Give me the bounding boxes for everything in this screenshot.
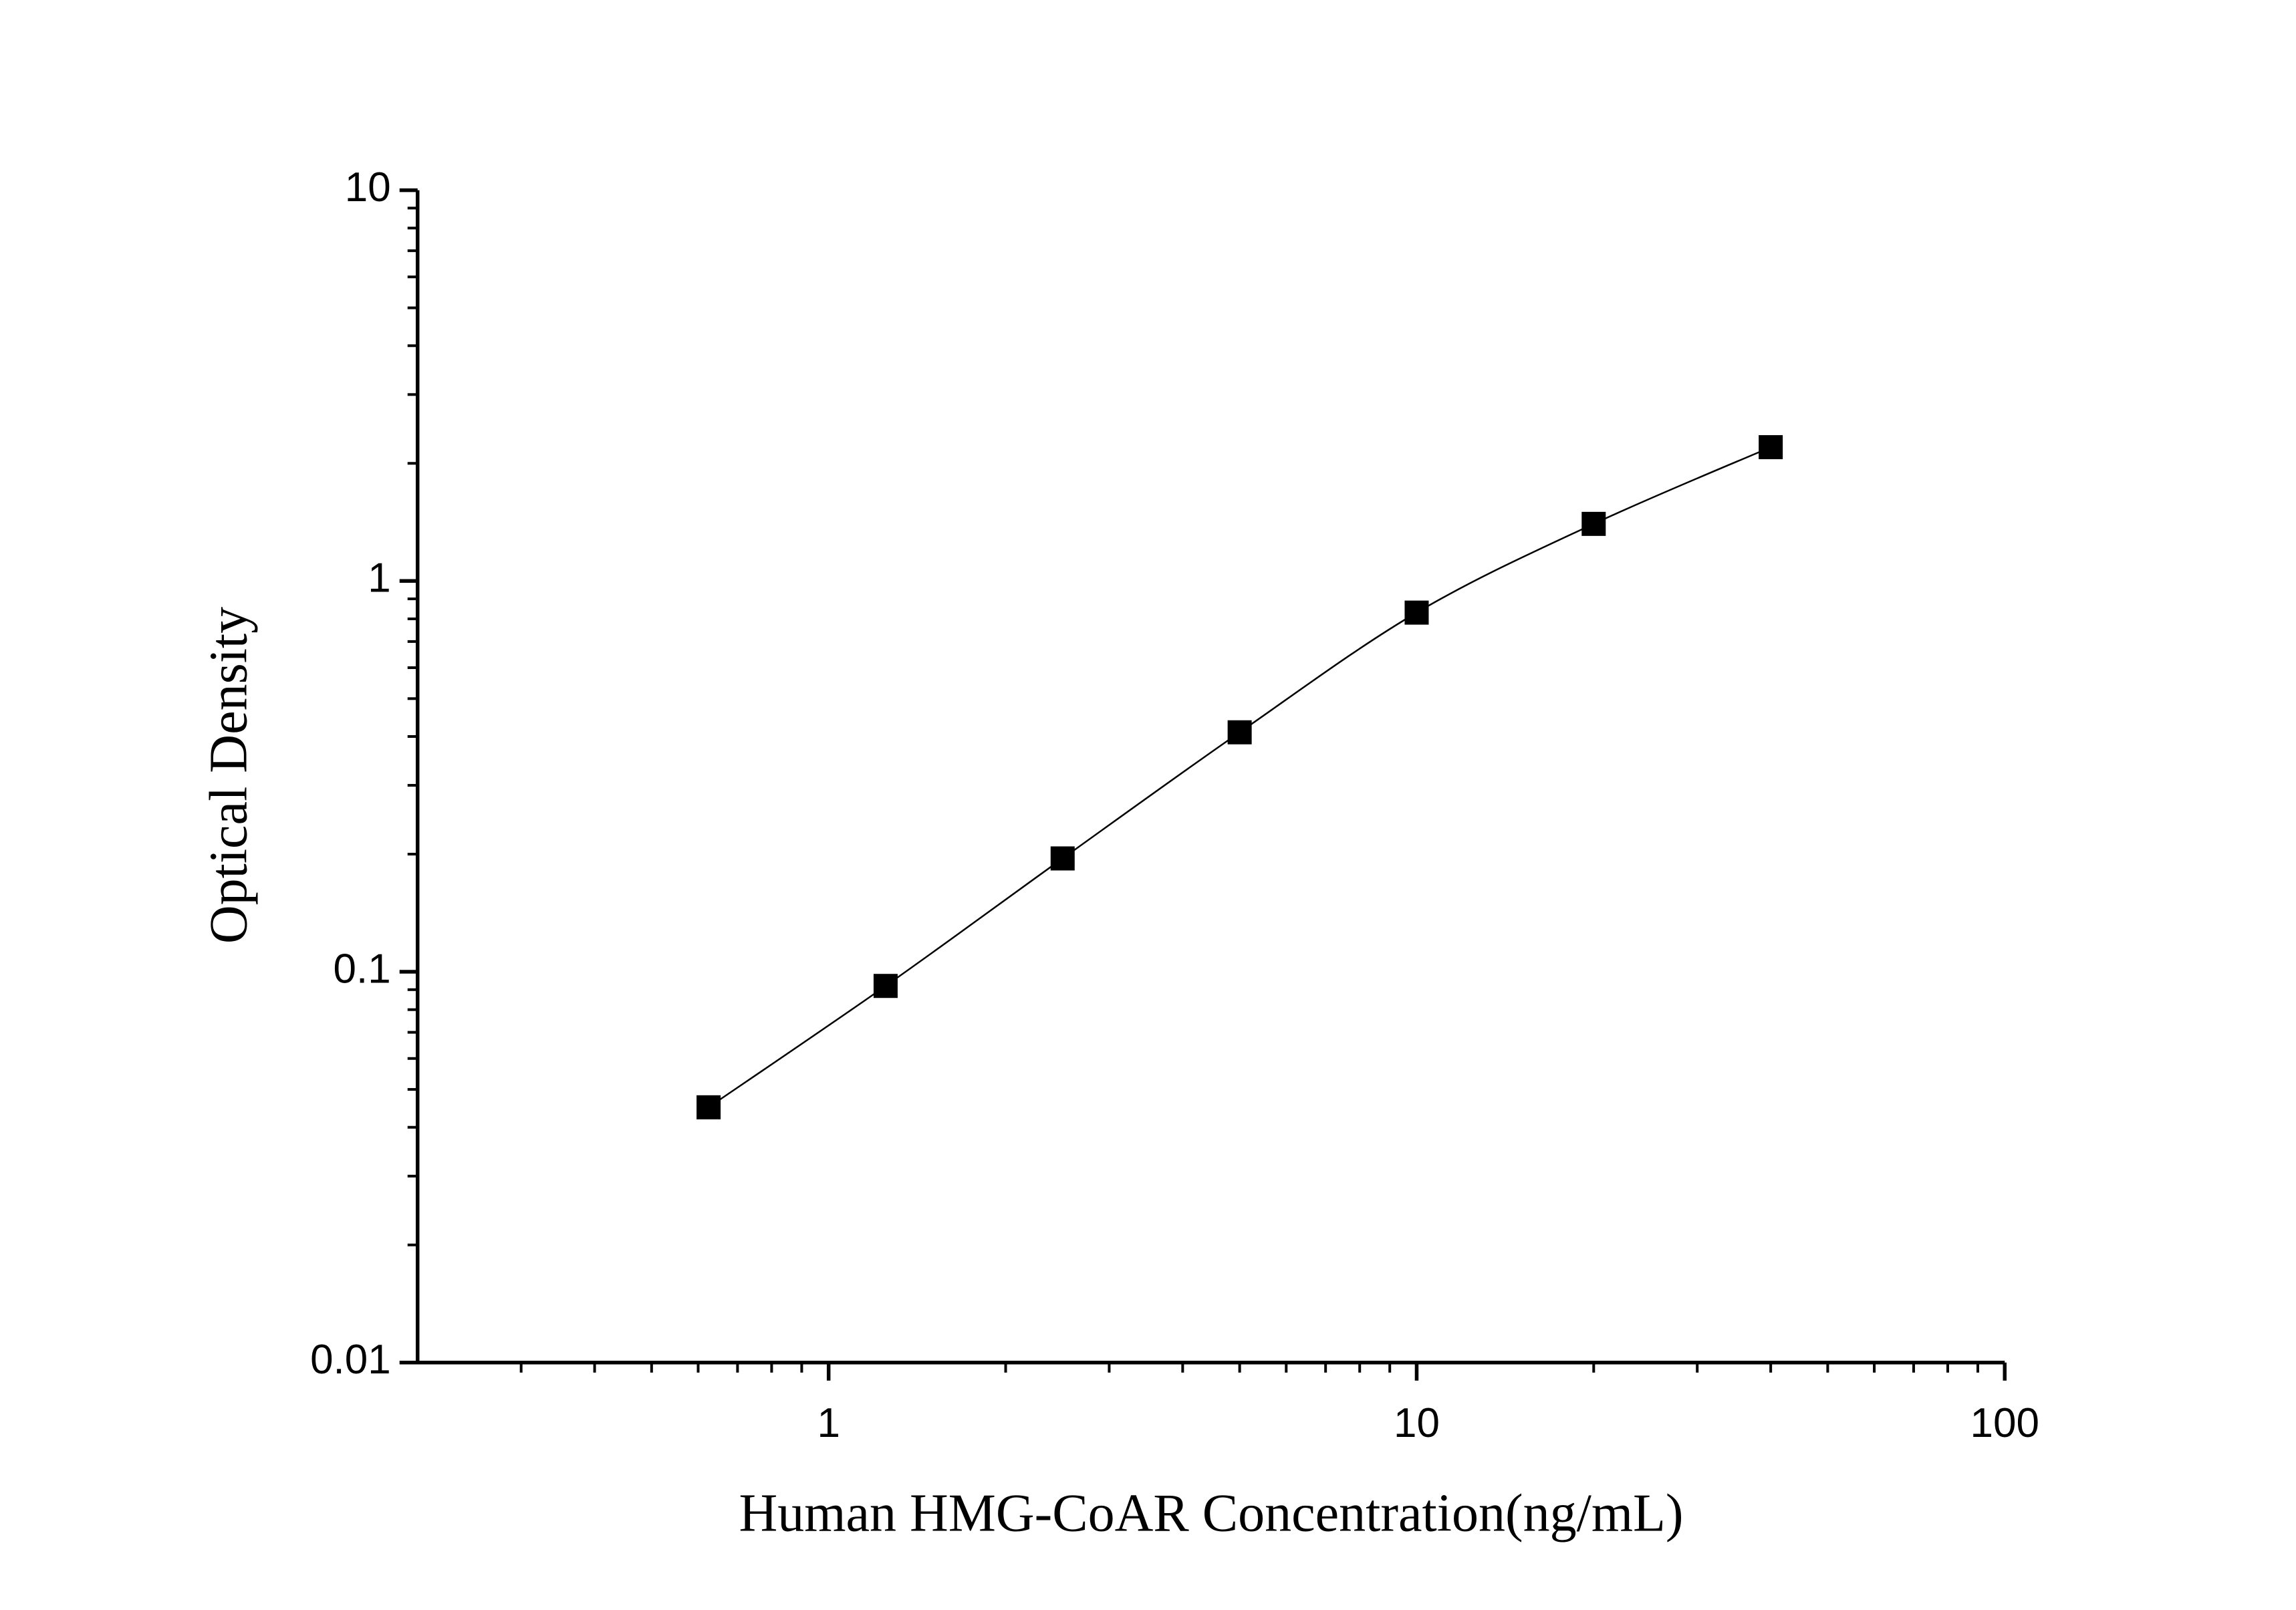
point — [1227, 720, 1252, 745]
x-tick-label: 100 — [1970, 1400, 2039, 1446]
y-tick-label: 1 — [368, 555, 390, 601]
x-tick-label: 1 — [817, 1400, 840, 1446]
point — [1404, 600, 1429, 625]
point — [873, 974, 898, 998]
point — [1759, 435, 1783, 460]
y-tick-label: 10 — [345, 164, 391, 211]
x-axis-title: Human HMG-CoAR Concentration(ng/mL) — [739, 1484, 1683, 1542]
point — [696, 1095, 721, 1119]
point — [1581, 511, 1606, 536]
y-tick-label: 0.1 — [334, 946, 391, 992]
x-tick-label: 10 — [1394, 1400, 1440, 1446]
y-axis-title: Optical Density — [199, 607, 258, 944]
point — [1050, 846, 1075, 871]
y-tick-label: 0.01 — [310, 1337, 391, 1383]
